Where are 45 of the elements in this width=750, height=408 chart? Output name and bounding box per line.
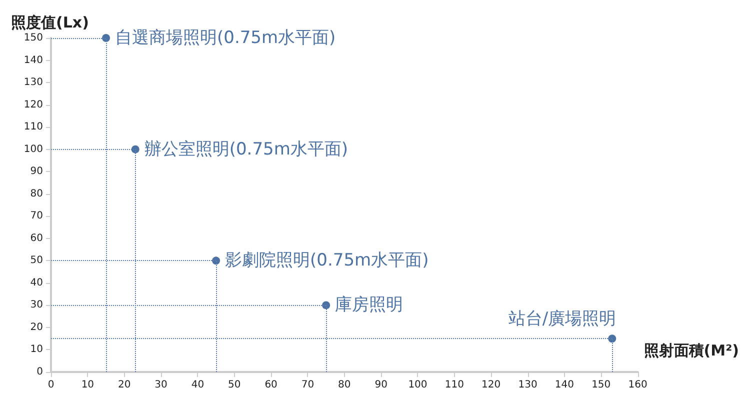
y-tick-label: 70 (30, 210, 43, 222)
x-tick-label: 140 (554, 380, 574, 390)
x-tick-label: 150 (592, 380, 611, 390)
y-tick-label: 130 (24, 77, 43, 88)
y-tick-label: 30 (30, 300, 43, 311)
x-tick-label: 10 (81, 380, 94, 390)
y-tick-label: 90 (30, 166, 43, 178)
y-tick-label: 100 (24, 144, 43, 155)
y-tick-label: 20 (30, 322, 43, 333)
point (212, 256, 220, 265)
x-tick-label: 80 (338, 380, 351, 390)
x-tick-label: 30 (154, 380, 168, 390)
point (322, 301, 330, 310)
annotation: 影劇院照明(0.75m水平面) (225, 250, 429, 271)
x-tick-label: 100 (408, 380, 428, 390)
y-tick-label: 140 (24, 54, 43, 66)
y-tick-label: 150 (24, 32, 43, 44)
y-tick-label: 110 (24, 122, 43, 133)
annotation: 辦公室照明(0.75m水平面) (144, 139, 348, 160)
x-tick-label: 60 (264, 380, 278, 390)
y-tick-label: 120 (24, 99, 43, 110)
point (102, 34, 110, 42)
x-tick-label: 40 (191, 380, 204, 390)
x-tick-label: 70 (301, 380, 314, 390)
y-axis-title: 照度值(Lx) (11, 14, 89, 32)
y-tick-label: 80 (30, 188, 43, 200)
x-tick-label: 90 (374, 380, 388, 390)
x-tick-label: 50 (228, 380, 241, 390)
y-tick-label: 50 (30, 255, 43, 266)
point (131, 145, 140, 154)
y-tick-label: 40 (30, 277, 43, 288)
x-tick-label: 120 (482, 380, 501, 390)
x-tick-label: 20 (118, 380, 131, 390)
x-tick-label: 130 (518, 380, 538, 390)
y-tick-label: 0 (36, 366, 43, 378)
y-tick-label: 10 (30, 344, 43, 356)
point (608, 334, 616, 343)
x-tick-label: 110 (444, 380, 464, 390)
x-tick-label: 160 (628, 380, 648, 390)
annotation: 站台/廣場照明 (508, 309, 616, 330)
x-axis-title: 照射面積(M²) (644, 342, 740, 360)
x-tick-label: 0 (48, 380, 54, 390)
annotation: 自選商場照明(0.75m水平面) (115, 28, 336, 48)
y-tick-label: 60 (30, 232, 43, 244)
annotation: 庫房照明 (335, 295, 404, 316)
